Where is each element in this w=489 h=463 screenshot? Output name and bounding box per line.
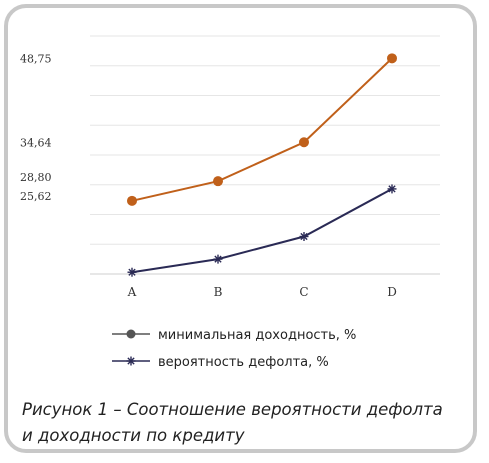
data-point — [213, 254, 223, 264]
data-point — [213, 176, 223, 187]
legend-marker-circle — [126, 329, 136, 339]
x-tick-label: B — [214, 285, 223, 299]
grid-lines — [90, 35, 440, 275]
series-line-1 — [131, 57, 393, 202]
series-line-2 — [131, 188, 393, 274]
x-axis-ticks: A B C D — [127, 285, 397, 299]
y-tick-label: 34,64 — [20, 136, 52, 149]
line-chart: 48,75 34,64 28,80 25,62 A B C D минимальная до… — [20, 35, 440, 370]
y-tick-label: 25,62 — [20, 190, 52, 203]
data-point — [387, 53, 397, 64]
figure-caption: Рисунок 1 – Соотношение вероятности дефо… — [22, 397, 472, 449]
x-tick-label: A — [127, 285, 137, 299]
x-tick-label: D — [387, 285, 397, 299]
data-point — [299, 232, 309, 242]
y-tick-label: 48,75 — [20, 52, 52, 65]
legend: минимальная доходность, % вероятность деф… — [112, 328, 356, 370]
data-point — [387, 184, 397, 194]
series-group — [127, 53, 397, 277]
figure-frame — [4, 4, 477, 453]
y-tick-label: 28,80 — [20, 171, 52, 184]
legend-marker-star — [126, 356, 136, 366]
data-point — [127, 195, 137, 206]
data-point — [127, 267, 137, 277]
x-tick-label: C — [299, 285, 308, 299]
y-axis-ticks: 48,75 34,64 28,80 25,62 — [20, 52, 52, 203]
legend-label: минимальная доходность, % — [158, 328, 356, 343]
legend-label: вероятность дефолта, % — [158, 355, 329, 370]
caption-line-1: Рисунок 1 – Соотношение вероятности дефо… — [22, 400, 443, 419]
data-point — [299, 137, 309, 148]
caption-line-2: и доходности по кредиту — [22, 426, 245, 445]
